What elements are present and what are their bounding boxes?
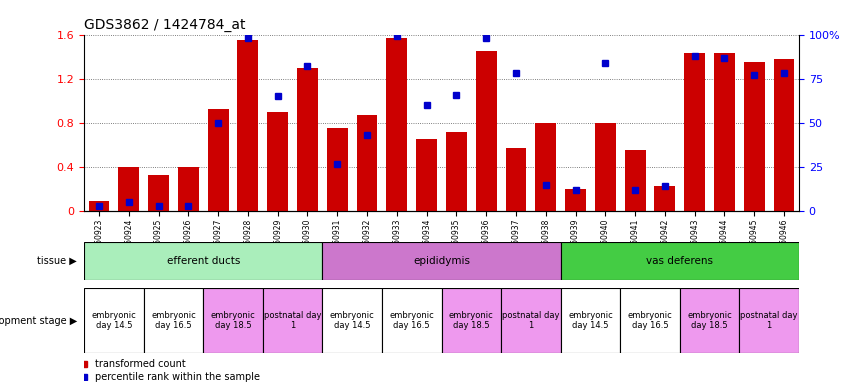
Bar (416, 139, 437, 211)
Bar (595, 123, 616, 211)
Bar (84, 288, 144, 353)
Bar (739, 288, 799, 353)
Bar (476, 51, 497, 211)
Text: embryonic
day 16.5: embryonic day 16.5 (389, 311, 434, 330)
Bar (714, 53, 735, 211)
Bar (144, 288, 204, 353)
Text: postnatal day
1: postnatal day 1 (740, 311, 798, 330)
Bar (442, 288, 501, 353)
Bar (386, 38, 407, 211)
Bar (237, 40, 258, 211)
Text: vas deferens: vas deferens (646, 256, 713, 266)
Bar (620, 288, 680, 353)
Bar (322, 288, 382, 353)
Text: epididymis: epididymis (413, 256, 470, 266)
Text: development stage ▶: development stage ▶ (0, 316, 77, 326)
Bar (685, 53, 705, 211)
Text: GDS3862 / 1424784_at: GDS3862 / 1424784_at (84, 18, 246, 32)
Bar (208, 109, 229, 211)
Text: embryonic
day 18.5: embryonic day 18.5 (210, 311, 256, 330)
Bar (88, 201, 109, 211)
Bar (382, 288, 442, 353)
Bar (446, 132, 467, 211)
Bar (561, 242, 799, 280)
Text: embryonic
day 18.5: embryonic day 18.5 (449, 311, 494, 330)
Bar (501, 288, 561, 353)
Bar (178, 167, 198, 211)
Text: embryonic
day 18.5: embryonic day 18.5 (687, 311, 732, 330)
Bar (327, 128, 347, 211)
Bar (148, 175, 169, 211)
Text: transformed count: transformed count (95, 359, 186, 369)
Text: embryonic
day 14.5: embryonic day 14.5 (568, 311, 613, 330)
Bar (322, 242, 561, 280)
Text: embryonic
day 16.5: embryonic day 16.5 (627, 311, 673, 330)
Bar (654, 186, 675, 211)
Bar (743, 62, 764, 211)
Bar (297, 68, 318, 211)
Text: embryonic
day 16.5: embryonic day 16.5 (151, 311, 196, 330)
Text: postnatal day
1: postnatal day 1 (502, 311, 559, 330)
Bar (536, 123, 556, 211)
Bar (84, 242, 322, 280)
Bar (625, 151, 646, 211)
Bar (680, 288, 739, 353)
Bar (204, 288, 262, 353)
Bar (505, 148, 526, 211)
Bar (565, 189, 586, 211)
Text: percentile rank within the sample: percentile rank within the sample (95, 372, 260, 382)
Bar (774, 59, 795, 211)
Text: postnatal day
1: postnatal day 1 (264, 311, 321, 330)
Bar (561, 288, 620, 353)
Bar (262, 288, 322, 353)
Text: embryonic
day 14.5: embryonic day 14.5 (330, 311, 374, 330)
Text: efferent ducts: efferent ducts (167, 256, 240, 266)
Bar (357, 115, 378, 211)
Text: embryonic
day 14.5: embryonic day 14.5 (92, 311, 136, 330)
Bar (267, 112, 288, 211)
Bar (119, 167, 140, 211)
Text: tissue ▶: tissue ▶ (37, 256, 77, 266)
